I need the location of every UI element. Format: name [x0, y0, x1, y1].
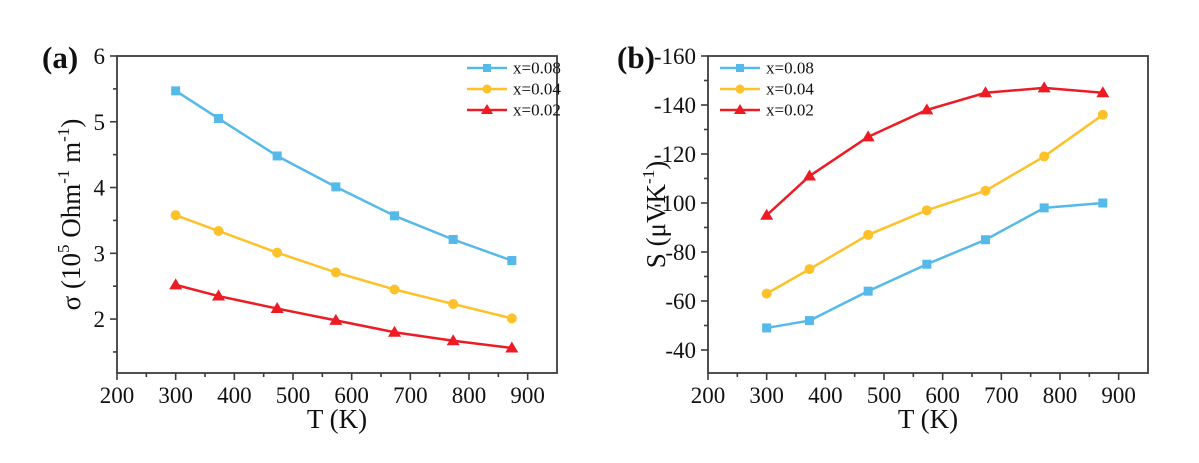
series-x-0.04 [761, 109, 1108, 299]
svg-text:500: 500 [867, 383, 902, 408]
panel-a: 200 300 400 500 600 700 800 900 2 3 4 5 6 σ (105 Ohm-… [54, 44, 561, 408]
svg-text:400: 400 [217, 383, 252, 408]
svg-text:2: 2 [94, 307, 106, 332]
svg-text:-160: -160 [654, 44, 696, 69]
tick-labels: 200 300 400 500 600 700 800 900 2 3 4 5 6 [94, 44, 545, 408]
legend-entry-x-0.02: x=0.02 [467, 101, 561, 120]
svg-text:200: 200 [100, 383, 135, 408]
plot-frame [116, 55, 558, 374]
panel-b-xaxis-title: T (K) [897, 404, 959, 434]
panel-b: 200 300 400 500 600 700 800 900 -40 -60 -80 -100 -12… [639, 44, 1149, 408]
legend-entry-x-0.04: x=0.04 [720, 80, 814, 99]
legend-label: x=0.04 [513, 80, 561, 99]
svg-text:700: 700 [393, 383, 428, 408]
svg-text:6: 6 [94, 44, 106, 69]
svg-text:900: 900 [1101, 383, 1136, 408]
legend-entry-x-0.04: x=0.04 [467, 80, 561, 99]
svg-text:800: 800 [1043, 383, 1078, 408]
panel-a-label: (a) [42, 40, 79, 75]
yaxis-title: S (μVK-1) [639, 161, 671, 268]
svg-text:-60: -60 [665, 289, 696, 314]
legend: x=0.08 x=0.04 x=0.02 [467, 59, 561, 120]
legend-label: x=0.08 [513, 59, 561, 78]
svg-text:3: 3 [94, 241, 106, 266]
svg-text:600: 600 [925, 383, 960, 408]
svg-text:-100: -100 [654, 191, 696, 216]
series-x-0.02 [169, 278, 519, 353]
legend-entry-x-0.02: x=0.02 [720, 101, 814, 120]
axis-ticks [110, 55, 529, 380]
svg-text:300: 300 [749, 383, 784, 408]
svg-text:900: 900 [510, 383, 545, 408]
panel-b-label: (b) [617, 40, 655, 75]
svg-text:-80: -80 [665, 240, 696, 265]
series-x-0.04 [170, 210, 517, 324]
svg-text:-120: -120 [654, 142, 696, 167]
svg-text:4: 4 [94, 176, 106, 201]
svg-text:300: 300 [158, 383, 193, 408]
svg-text:800: 800 [452, 383, 487, 408]
legend-entry-x-0.08: x=0.08 [720, 59, 814, 78]
svg-text:400: 400 [808, 383, 843, 408]
legend-entry-x-0.08: x=0.08 [467, 59, 561, 78]
legend-label: x=0.02 [766, 101, 814, 120]
svg-text:-140: -140 [654, 93, 696, 118]
legend: x=0.08 x=0.04 x=0.02 [720, 59, 814, 120]
legend-label: x=0.08 [766, 59, 814, 78]
series-x-0.08 [171, 86, 517, 266]
svg-text:5: 5 [94, 110, 106, 135]
legend-label: x=0.04 [766, 80, 814, 99]
svg-text:600: 600 [334, 383, 369, 408]
yaxis-title: σ (105 Ohm-1 m-1) [54, 119, 86, 311]
series-x-0.08 [762, 198, 1108, 333]
series-x-0.02 [760, 81, 1110, 220]
plot-frame [707, 55, 1149, 374]
panel-a-xaxis-title: T (K) [306, 404, 368, 434]
legend-label: x=0.02 [513, 101, 561, 120]
svg-text:-40: -40 [665, 338, 696, 363]
tick-labels: 200 300 400 500 600 700 800 900 -40 -60 -80 -100 -12… [654, 44, 1136, 408]
svg-text:500: 500 [276, 383, 311, 408]
svg-text:200: 200 [691, 383, 726, 408]
axis-ticks [701, 55, 1120, 380]
svg-text:700: 700 [984, 383, 1019, 408]
